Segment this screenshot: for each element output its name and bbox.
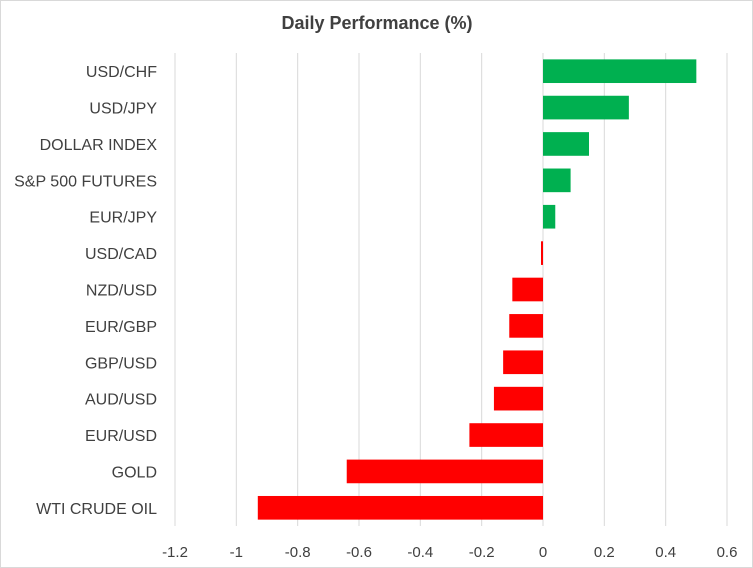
bar: [346, 459, 543, 484]
x-tick-label: 0.4: [655, 544, 676, 561]
category-label: EUR/JPY: [89, 210, 157, 227]
category-label: WTI CRUDE OIL: [36, 501, 157, 518]
bar: [543, 95, 629, 120]
category-label: AUD/USD: [85, 392, 157, 409]
bar: [469, 423, 543, 447]
bar: [509, 314, 543, 338]
bar: [543, 204, 556, 229]
category-labels: USD/CHF USD/JPY DOLLAR INDEX S&P 500 FUTURE…: [14, 64, 157, 518]
x-tick-label: 0.2: [594, 544, 615, 561]
category-label: S&P 500 FUTURES: [14, 173, 157, 190]
category-label: USD/JPY: [89, 101, 157, 118]
bar: [257, 495, 543, 520]
category-label: USD/CAD: [85, 246, 157, 263]
category-label: NZD/USD: [86, 283, 157, 300]
x-tick-label: -1.2: [162, 544, 188, 561]
bar: [543, 168, 571, 193]
bar: [543, 132, 589, 156]
bar: [541, 241, 543, 265]
category-label: USD/CHF: [86, 64, 157, 81]
x-tick-label: -0.6: [346, 544, 372, 561]
category-label: EUR/GBP: [85, 319, 157, 336]
bars: [257, 59, 697, 520]
gridlines: [174, 53, 728, 526]
x-tick-label: -0.4: [407, 544, 433, 561]
bar: [503, 350, 543, 375]
x-tick-label: 0: [539, 544, 547, 561]
category-label: DOLLAR INDEX: [40, 137, 158, 154]
x-tick-label: -0.2: [469, 544, 495, 561]
bar: [512, 277, 543, 302]
category-label: GOLD: [112, 464, 157, 481]
bar: [543, 59, 697, 84]
x-tick-label: -1: [230, 544, 243, 561]
chart-title: Daily Performance (%): [281, 13, 472, 33]
x-axis-tick-labels: -1.2 -1 -0.8 -0.6 -0.4 -0.2 0 0.2 0.4 0.6: [162, 544, 737, 561]
x-tick-label: -0.8: [285, 544, 311, 561]
bar: [493, 386, 543, 411]
category-label: EUR/USD: [85, 428, 157, 445]
x-tick-label: 0.6: [717, 544, 738, 561]
category-label: GBP/USD: [85, 355, 157, 372]
